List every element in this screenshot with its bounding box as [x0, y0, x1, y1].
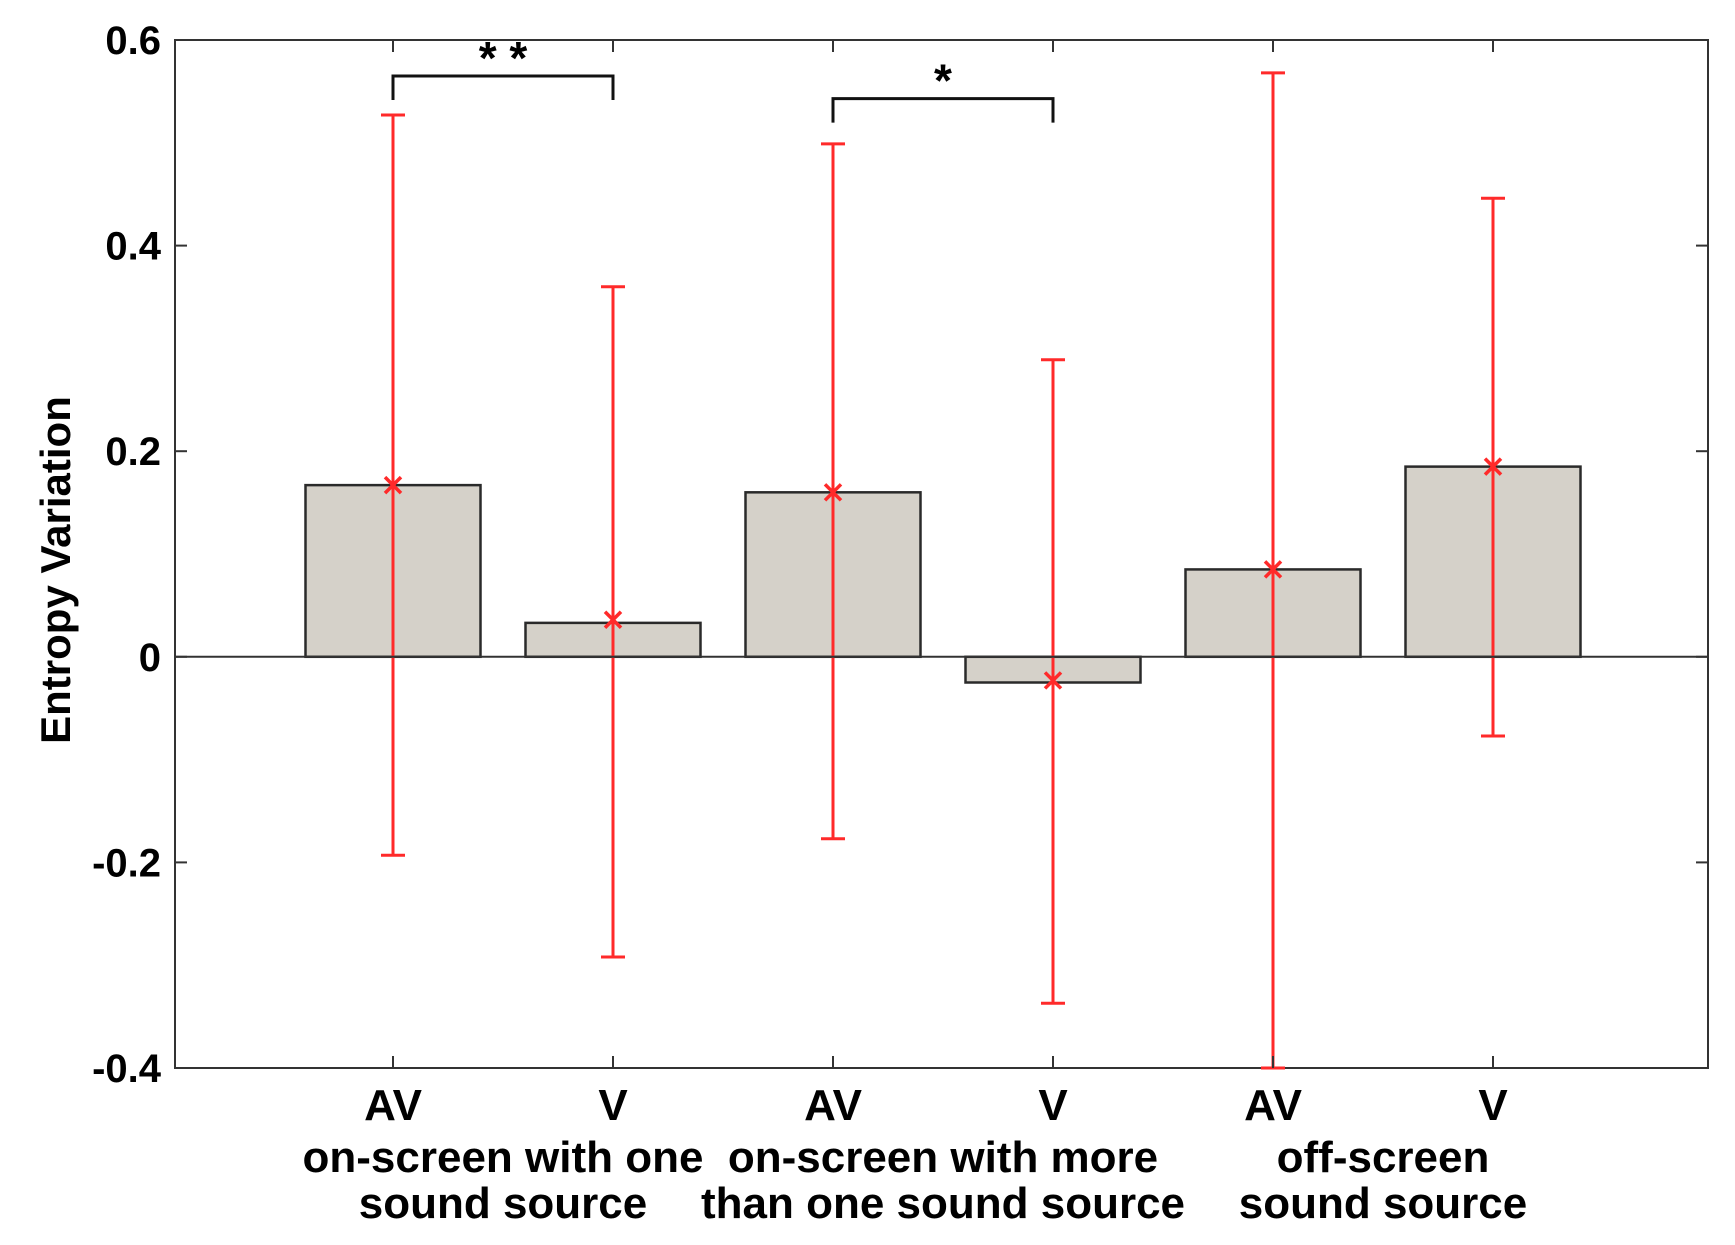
y-tick-label-2: -0.2	[92, 841, 161, 885]
x-category-label-6: V	[1478, 1081, 1508, 1130]
mean-marker-4-b	[1043, 671, 1063, 690]
y-axis-label: Entropy Variation	[32, 396, 79, 744]
significance-label-1: * *	[479, 32, 528, 84]
error-bars	[381, 71, 1505, 1070]
y-tick-label-5: 0.4	[105, 225, 161, 269]
group-label-2-line2: than one sound source	[701, 1179, 1185, 1228]
significance-bracket-1	[391, 74, 615, 100]
group-label-2-line1: on-screen with more	[728, 1133, 1158, 1182]
significance-label-2: *	[934, 55, 952, 107]
mean-marker-2-b	[603, 610, 623, 630]
y-tick-label-1: -0.4	[92, 1047, 162, 1091]
significance-bracket-2	[831, 97, 1055, 123]
mean-marker-6-b	[1483, 457, 1503, 476]
group-label-1-line1: on-screen with one	[303, 1133, 704, 1182]
x-category-label-4: V	[1038, 1081, 1068, 1130]
x-category-label-3: AV	[804, 1081, 863, 1130]
y-tick-label-6: 0.6	[105, 19, 161, 63]
significance-brackets: * * *	[391, 32, 1055, 123]
x-category-label-1: AV	[364, 1081, 423, 1130]
mean-marker-5-b	[1263, 560, 1283, 579]
mean-marker-1-b	[383, 475, 403, 495]
group-label-1-line2: sound source	[359, 1179, 648, 1228]
x-category-label-2: V	[598, 1081, 628, 1130]
group-label-3-line2: sound source	[1239, 1179, 1528, 1228]
group-label-3-line1: off-screen	[1277, 1133, 1490, 1182]
mean-marker-3-b	[823, 483, 843, 502]
axes: -0.4 -0.2 0 0.2 0.4 0.6 AV V AV V AV Von-screen wit…	[92, 19, 1708, 1228]
y-tick-label-4: 0.2	[105, 430, 161, 474]
y-tick-label-3: 0	[139, 636, 161, 680]
x-category-label-5: AV	[1244, 1081, 1303, 1130]
